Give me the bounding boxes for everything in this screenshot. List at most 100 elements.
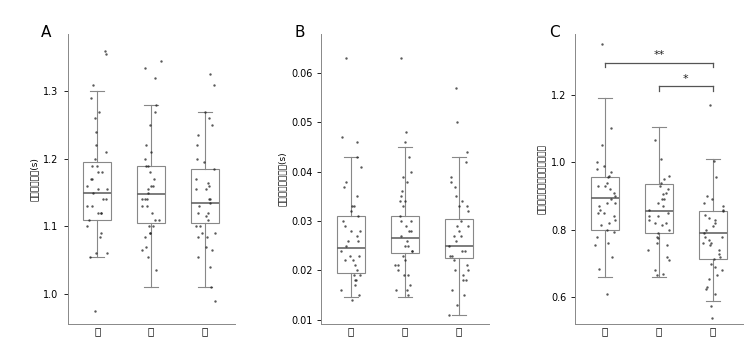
- Point: [657, 203, 669, 209]
- Point: [140, 163, 152, 168]
- Point: [658, 197, 670, 202]
- Point: [594, 207, 606, 212]
- Point: [204, 264, 216, 270]
- Point: [343, 238, 355, 243]
- Point: [604, 187, 616, 192]
- Point: [204, 197, 216, 202]
- Point: [462, 209, 474, 214]
- Point: [94, 234, 106, 239]
- Point: [652, 236, 664, 241]
- Point: [395, 194, 407, 199]
- Text: C: C: [549, 25, 560, 40]
- Point: [406, 248, 418, 253]
- Point: [200, 214, 211, 219]
- Point: [405, 228, 417, 234]
- Point: [346, 203, 358, 209]
- Point: [139, 197, 151, 202]
- Point: [451, 194, 463, 199]
- Point: [602, 241, 613, 246]
- Point: [404, 228, 416, 234]
- Point: [191, 143, 203, 148]
- Point: [194, 203, 206, 209]
- Point: [660, 220, 672, 226]
- Point: [149, 217, 161, 222]
- Point: [146, 183, 158, 189]
- Point: [401, 287, 413, 293]
- Point: [400, 130, 412, 135]
- Point: [92, 187, 104, 192]
- Point: [345, 228, 357, 234]
- Point: [140, 65, 152, 70]
- Point: [713, 247, 725, 253]
- Point: [337, 218, 349, 224]
- Point: [89, 156, 101, 162]
- Point: [445, 179, 457, 184]
- Point: [662, 227, 674, 233]
- Point: [395, 233, 407, 239]
- Point: [144, 231, 156, 236]
- Point: [698, 231, 709, 236]
- Point: [651, 273, 663, 278]
- Point: [354, 228, 366, 234]
- Point: [457, 272, 469, 278]
- Point: [349, 277, 361, 283]
- Point: [708, 158, 720, 163]
- Point: [704, 242, 716, 248]
- Point: [448, 184, 460, 189]
- Point: [209, 166, 220, 172]
- Point: [656, 222, 668, 227]
- Point: [92, 170, 104, 175]
- Point: [592, 183, 604, 189]
- Point: [605, 197, 617, 202]
- Point: [145, 149, 157, 155]
- Point: [144, 122, 156, 128]
- Point: [459, 248, 471, 253]
- Point: [700, 227, 712, 233]
- Point: [351, 140, 363, 145]
- Point: [452, 120, 464, 125]
- Point: [340, 56, 352, 61]
- Point: [348, 203, 360, 209]
- Point: [604, 170, 616, 175]
- Point: [463, 223, 475, 228]
- Point: [658, 176, 670, 182]
- Point: [601, 200, 613, 206]
- Point: [394, 213, 406, 219]
- Point: [202, 116, 214, 121]
- Point: [699, 212, 711, 217]
- Point: [400, 238, 412, 243]
- Point: [347, 258, 359, 263]
- Point: [142, 254, 154, 260]
- Point: [643, 207, 655, 212]
- Point: [203, 183, 215, 189]
- Point: [394, 56, 406, 61]
- Point: [88, 116, 101, 121]
- Point: [351, 194, 363, 199]
- Point: [190, 176, 202, 182]
- Point: [87, 190, 99, 195]
- Text: *: *: [683, 74, 688, 84]
- Point: [706, 224, 718, 229]
- Point: [100, 251, 112, 256]
- Point: [142, 187, 154, 192]
- Point: [602, 175, 613, 180]
- Y-axis label: 歩行周期持続性相関の度合い: 歩行周期持続性相関の度合い: [538, 144, 547, 214]
- Point: [208, 82, 220, 87]
- Point: [140, 203, 152, 209]
- Point: [661, 242, 673, 248]
- Point: [206, 122, 218, 128]
- PathPatch shape: [591, 177, 619, 230]
- Point: [150, 102, 162, 107]
- Point: [192, 254, 204, 260]
- Point: [717, 207, 729, 212]
- Point: [590, 234, 602, 239]
- Point: [598, 163, 610, 168]
- Point: [404, 282, 416, 288]
- Point: [602, 180, 613, 185]
- Point: [451, 302, 463, 308]
- Point: [399, 199, 411, 204]
- Point: [448, 233, 460, 239]
- Point: [355, 164, 367, 170]
- Point: [452, 223, 464, 228]
- Point: [190, 224, 202, 229]
